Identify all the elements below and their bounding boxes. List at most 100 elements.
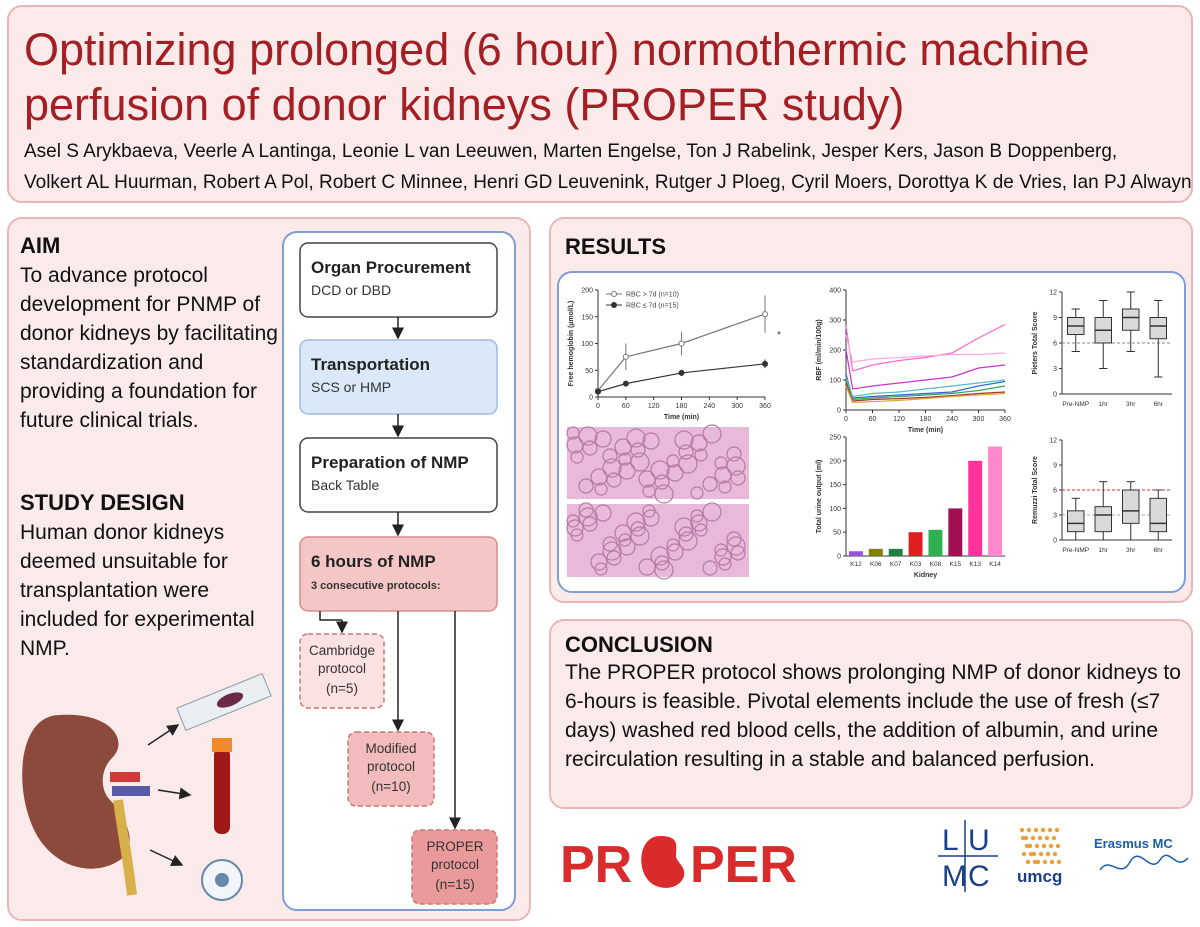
box (1067, 510, 1085, 533)
tissue-texture (630, 442, 646, 458)
data-line (845, 334, 1006, 363)
erasmus-signature (1099, 854, 1189, 871)
tissue-texture (694, 523, 708, 537)
step-title: Preparation of NMP (311, 453, 469, 472)
x-tick-label: 3hr (1126, 401, 1136, 408)
tissue-texture (718, 480, 732, 494)
tissue-texture (594, 482, 608, 496)
umcg-dot (1044, 835, 1050, 841)
tissue-texture (702, 476, 718, 492)
tissue-texture (714, 548, 732, 566)
data-line (845, 376, 1006, 398)
bar (968, 460, 983, 556)
tissue-texture (702, 502, 722, 522)
tissue-texture (726, 536, 746, 556)
x-tick-label: K13 (969, 561, 981, 568)
tissue-texture (690, 514, 708, 532)
protocol-box (347, 731, 435, 807)
x-tick-label: 300 (731, 403, 743, 410)
x-tick-label: 180 (920, 416, 932, 423)
tissue-texture (582, 516, 598, 532)
protocol-box (299, 633, 385, 709)
y-tick-label: 200 (581, 288, 593, 295)
protocol-name: Cambridge protocol (308, 643, 376, 676)
umcg-dot (1021, 851, 1027, 857)
tissue-texture (626, 512, 646, 532)
y-tick-label: 200 (829, 348, 841, 355)
umcg-dot (1051, 835, 1057, 841)
tissue-texture (618, 462, 636, 480)
bar (928, 529, 943, 556)
umcg-dot (1040, 827, 1046, 833)
y-tick-label: 3 (1053, 513, 1057, 520)
data-line (845, 382, 1006, 402)
tissue-texture (590, 468, 608, 486)
umcg-dot (1049, 859, 1055, 865)
flow-step (299, 536, 498, 612)
lumc-letter: L (942, 824, 959, 857)
protocol-box (411, 829, 498, 905)
y-tick-label: 12 (1049, 438, 1057, 445)
tissue-texture (726, 446, 742, 462)
tissue-texture (578, 507, 598, 527)
tissue-texture (718, 557, 732, 571)
y-tick-label: 3 (1053, 366, 1057, 373)
y-tick-label: 6 (1053, 341, 1057, 348)
y-tick-label: 9 (1053, 315, 1057, 322)
logo-text: PER (690, 836, 797, 894)
y-tick-label: 0 (1053, 538, 1057, 545)
box (1094, 506, 1112, 533)
y-axis-label: Remuzzi Total Score (1032, 456, 1039, 524)
pump-core (215, 873, 229, 887)
tissue-texture (654, 560, 674, 580)
artery (112, 786, 150, 796)
tissue-texture (650, 460, 670, 480)
tissue-texture (578, 478, 594, 494)
bar (988, 446, 1003, 556)
tissue-texture (594, 562, 608, 576)
tissue (216, 692, 244, 708)
x-tick-label: 180 (676, 403, 688, 410)
y-tick-label: 150 (829, 482, 841, 489)
bar (848, 551, 863, 556)
umcg-dot (1038, 851, 1044, 857)
y-axis-label: RBF (ml/min/100g) (816, 319, 823, 380)
tissue-texture (602, 448, 618, 464)
data-point (762, 360, 768, 367)
x-tick-label: K14 (989, 561, 1001, 568)
x-tick-label: Pre-NMP (1062, 401, 1089, 408)
x-tick-label: 240 (703, 403, 715, 410)
tissue-texture (606, 550, 622, 566)
panel (549, 619, 1193, 809)
y-tick-label: 0 (589, 395, 593, 402)
x-axis-label: Time (min) (664, 414, 699, 421)
tissue-texture (666, 464, 684, 482)
bar (908, 532, 923, 556)
annotation: * (777, 330, 781, 341)
x-tick-label: 0 (844, 416, 848, 423)
umcg-dot (1026, 827, 1032, 833)
umcg-dot (1024, 843, 1030, 849)
step-subtitle: 3 consecutive protocols: (311, 580, 441, 592)
umcg-dot (1054, 827, 1060, 833)
step-title: 6 hours of NMP (311, 552, 436, 571)
flow-step (299, 242, 498, 318)
step-subtitle: DCD or DBD (311, 282, 391, 298)
tissue-texture (642, 509, 660, 527)
box (1122, 308, 1140, 331)
tissue-texture (702, 424, 722, 444)
y-axis-label: Total urine output (ml) (816, 460, 823, 534)
tissue-texture (606, 472, 622, 488)
tissue-texture (638, 470, 656, 488)
data-point (678, 369, 685, 376)
x-tick-label: 0 (596, 403, 600, 410)
data-line (597, 313, 766, 391)
box (1149, 497, 1167, 533)
data-point (622, 353, 629, 360)
umcg-dot (1034, 843, 1040, 849)
umcg-dot (1032, 859, 1038, 865)
conclusion-text: The PROPER protocol shows prolonging NMP… (565, 661, 1181, 771)
legend-label: RBC ≤ 7d (n=15) (626, 303, 679, 310)
kidney (22, 714, 130, 869)
tube-cap (212, 738, 232, 752)
